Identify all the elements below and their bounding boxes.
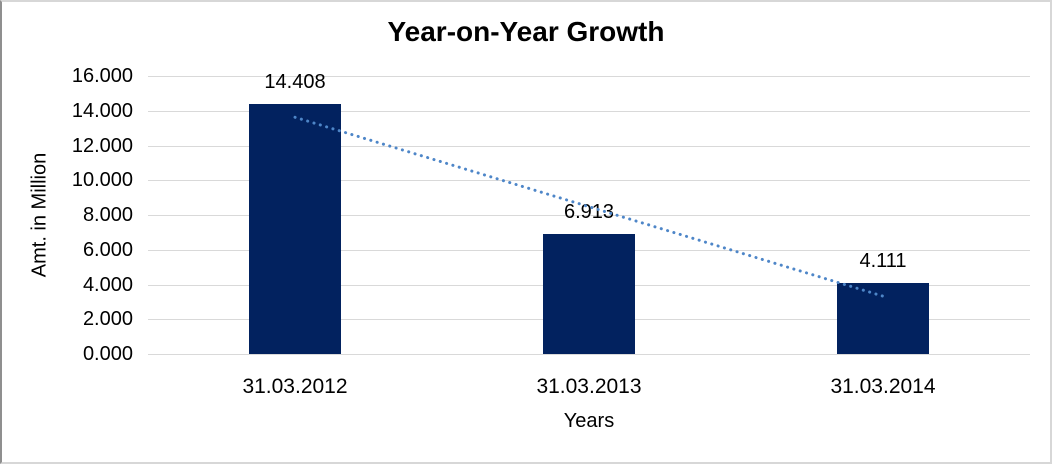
- y-tick-label: 12.000: [71, 134, 133, 157]
- y-tick-label: 6.000: [82, 238, 133, 261]
- y-tick-label: 8.000: [82, 204, 133, 226]
- bar: [837, 282, 929, 354]
- y-tick-label: 2.000: [82, 308, 133, 331]
- x-axis-title: Years: [563, 410, 615, 432]
- x-tick-label: 31.03.2014: [830, 375, 936, 398]
- bar: [249, 103, 341, 354]
- x-tick-label: 31.03.2013: [536, 375, 642, 398]
- gridline: [148, 110, 1030, 112]
- gridline: [148, 76, 1030, 77]
- bar-value-label: 4.111: [859, 249, 907, 272]
- chart-title: Year-on-Year Growth: [387, 16, 665, 47]
- gridline: [148, 354, 1030, 355]
- y-tick-label: 0.000: [82, 343, 133, 365]
- x-tick-label: 31.03.2012: [242, 375, 348, 398]
- y-tick-label: 10.000: [71, 169, 133, 192]
- y-tick-label: 14.000: [71, 99, 133, 122]
- bar: [543, 233, 635, 354]
- bar-value-label: 6.913: [563, 200, 615, 223]
- bar-value-label: 14.408: [264, 70, 326, 93]
- y-tick-label: 4.000: [82, 273, 133, 296]
- y-tick-label: 16.000: [71, 65, 133, 87]
